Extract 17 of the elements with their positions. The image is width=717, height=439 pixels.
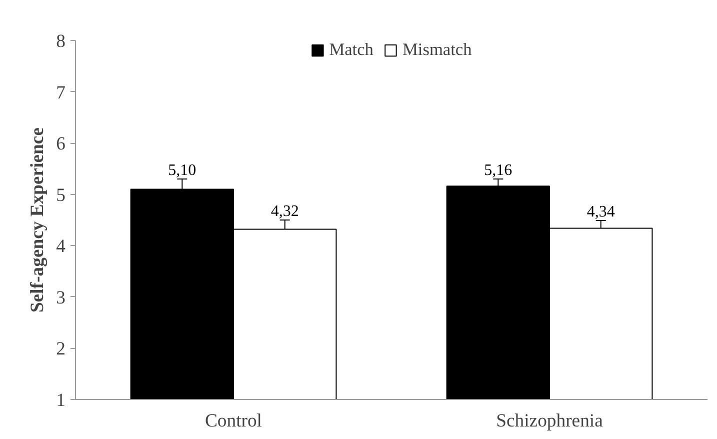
y-tick-label: 1 (56, 390, 66, 411)
y-tick-label: 3 (56, 287, 66, 308)
legend-label: Match (329, 40, 374, 60)
y-axis-title: Self-agency Experience (27, 128, 48, 312)
data-label: 4,34 (586, 203, 615, 220)
legend-label: Mismatch (402, 40, 472, 60)
data-label: 4,32 (270, 202, 299, 220)
y-tick-label: 8 (56, 31, 66, 52)
x-tick-label: Schizophrenia (496, 410, 604, 432)
data-label: 5,10 (168, 162, 196, 179)
y-tick-label: 6 (56, 134, 66, 155)
y-tick-label: 7 (56, 82, 66, 104)
data-label: 5,16 (484, 162, 512, 179)
y-tick-label: 5 (56, 184, 66, 206)
x-tick-label: Control (204, 410, 262, 432)
y-tick-label: 2 (56, 338, 66, 360)
y-tick-label: 4 (56, 236, 66, 258)
